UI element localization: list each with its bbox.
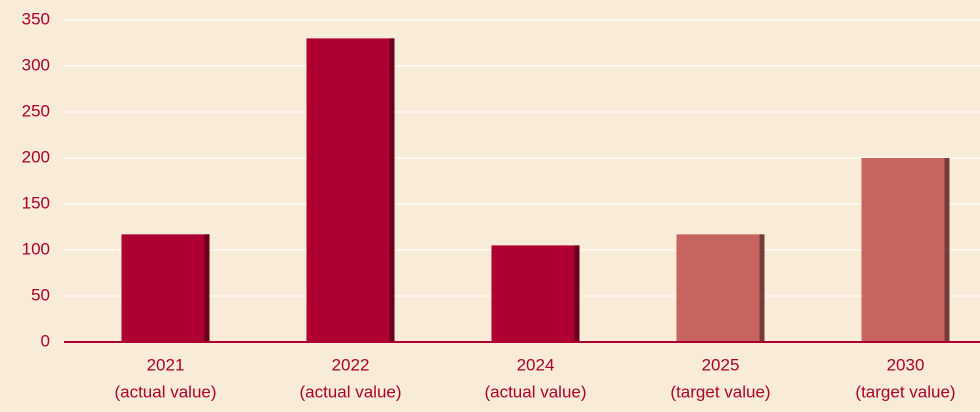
bar bbox=[861, 158, 950, 342]
x-tick-label: 2024 bbox=[517, 355, 555, 374]
x-tick-label: 2022 bbox=[332, 355, 370, 374]
y-tick-label: 200 bbox=[22, 147, 50, 166]
x-tick-label: (actual value) bbox=[299, 382, 401, 401]
bar-side bbox=[389, 38, 395, 343]
x-tick-label: (actual value) bbox=[484, 382, 586, 401]
y-tick-label: 100 bbox=[22, 239, 50, 258]
x-tick-label: 2021 bbox=[147, 355, 185, 374]
bar-side bbox=[759, 234, 765, 342]
y-tick-label: 300 bbox=[22, 55, 50, 74]
x-tick-label: 2025 bbox=[702, 355, 740, 374]
bar-side bbox=[204, 234, 210, 342]
bar-side bbox=[574, 245, 580, 342]
y-tick-label: 50 bbox=[31, 285, 50, 304]
bar-side bbox=[944, 158, 950, 342]
y-tick-label: 250 bbox=[22, 101, 50, 120]
x-tick-label: (actual value) bbox=[114, 382, 216, 401]
x-tick-label: (target value) bbox=[855, 382, 955, 401]
y-tick-label: 350 bbox=[22, 9, 50, 28]
x-tick-label: 2030 bbox=[887, 355, 925, 374]
bar bbox=[306, 38, 395, 343]
bar bbox=[676, 234, 765, 342]
y-tick-label: 150 bbox=[22, 193, 50, 212]
bar bbox=[491, 245, 580, 342]
x-tick-label: (target value) bbox=[670, 382, 770, 401]
bar bbox=[121, 234, 210, 342]
y-tick-label: 0 bbox=[41, 331, 50, 350]
